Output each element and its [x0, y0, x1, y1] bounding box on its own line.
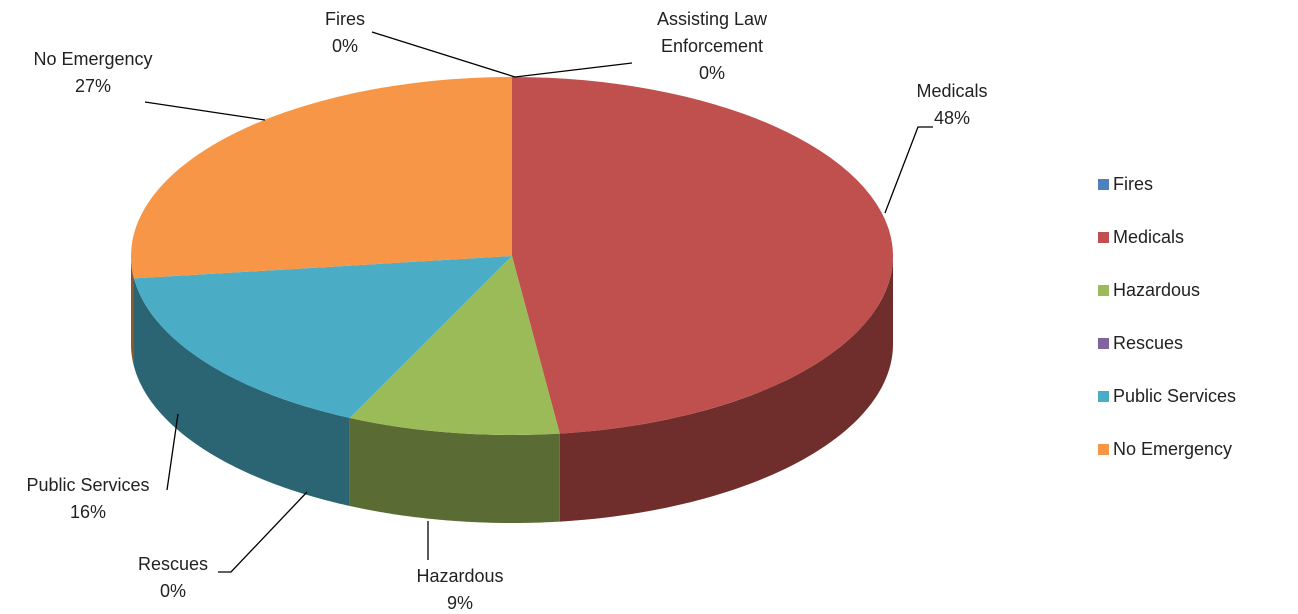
- legend-item: Rescues: [1098, 333, 1183, 354]
- leader-line: [144, 101, 266, 121]
- pie-slice: [134, 256, 512, 418]
- legend-item: No Emergency: [1098, 439, 1232, 460]
- data-label-value: 0%: [698, 63, 725, 83]
- data-label-name: Assisting Law Enforcement: [656, 9, 768, 56]
- leader-line: [884, 126, 933, 214]
- legend-label: Public Services: [1113, 386, 1237, 406]
- pie-slice: [130, 77, 512, 279]
- legend-label: No Emergency: [1113, 439, 1233, 459]
- legend-swatch: [1098, 232, 1109, 243]
- leader-line: [218, 491, 308, 573]
- legend-swatch: [1098, 285, 1109, 296]
- data-label-name: Rescues: [137, 554, 209, 574]
- data-label: Rescues 0%: [103, 551, 243, 605]
- leader-line: [371, 31, 516, 78]
- data-label-value: 9%: [446, 593, 473, 613]
- data-label: Medicals 48%: [872, 78, 1032, 132]
- data-label-name: Public Services: [26, 475, 150, 495]
- legend-item: Public Services: [1098, 386, 1236, 407]
- data-label-value: 27%: [74, 76, 112, 96]
- data-label-value: 16%: [69, 502, 107, 522]
- legend-swatch: [1098, 338, 1109, 349]
- pie-side: [131, 256, 135, 367]
- data-label-value: 48%: [933, 108, 971, 128]
- legend-item: Fires: [1098, 174, 1153, 195]
- pie-side: [134, 278, 350, 506]
- pie-slice: [349, 256, 560, 435]
- data-label: Public Services 16%: [0, 472, 178, 526]
- data-label-name: No Emergency: [33, 49, 153, 69]
- legend-label: Medicals: [1113, 227, 1185, 247]
- legend-item: Hazardous: [1098, 280, 1200, 301]
- data-label: Assisting Law Enforcement 0%: [622, 6, 802, 87]
- legend-swatch: [1098, 444, 1109, 455]
- data-label: Fires 0%: [285, 6, 405, 60]
- data-label-name: Fires: [325, 9, 365, 29]
- legend-label: Fires: [1113, 174, 1153, 194]
- pie-side: [349, 417, 560, 523]
- legend-item: Medicals: [1098, 227, 1184, 248]
- leader-line: [166, 413, 179, 491]
- legend-swatch: [1098, 179, 1109, 190]
- pie-side-shade: [131, 256, 135, 367]
- data-label: Hazardous 9%: [380, 563, 540, 614]
- pie-side-shade: [349, 417, 560, 523]
- legend-swatch: [1098, 391, 1109, 402]
- data-label-value: 0%: [159, 581, 186, 601]
- data-label: No Emergency 27%: [3, 46, 183, 100]
- legend-label: Rescues: [1113, 333, 1184, 353]
- pie-slice: [512, 77, 894, 434]
- pie-side-shade: [134, 278, 350, 506]
- leader-line: [514, 62, 633, 78]
- legend-label: Hazardous: [1113, 280, 1201, 300]
- data-label-name: Hazardous: [416, 566, 504, 586]
- data-label-value: 0%: [331, 36, 358, 56]
- data-label-name: Medicals: [916, 81, 988, 101]
- pie-side-shade: [559, 256, 893, 522]
- pie-side: [559, 256, 893, 522]
